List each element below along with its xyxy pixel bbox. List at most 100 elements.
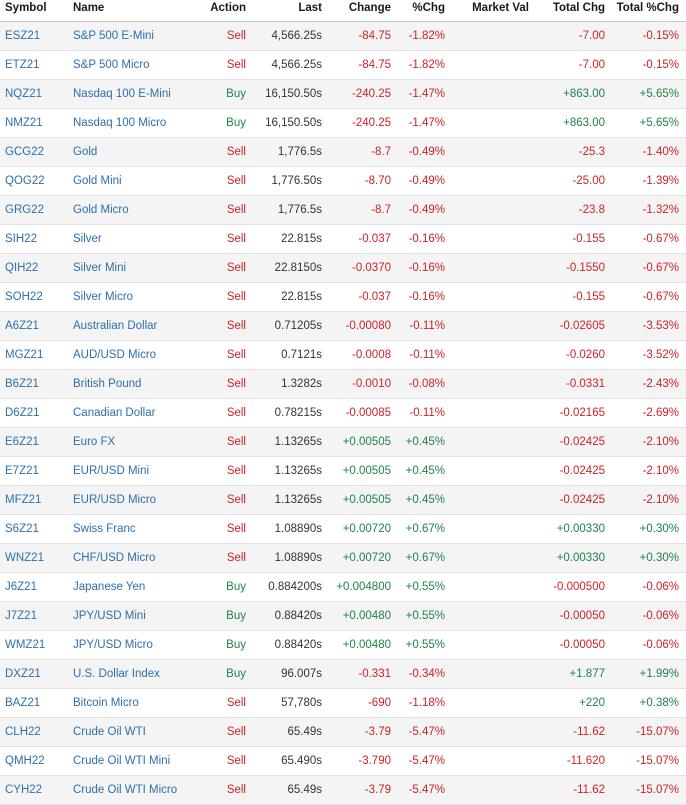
- column-header-total-pct-chg[interactable]: Total %Chg: [610, 0, 684, 22]
- cell-name[interactable]: Euro FX: [68, 427, 194, 457]
- table-row[interactable]: D6Z21 Canadian Dollar Sell 0.78215s -0.00085…: [0, 398, 686, 428]
- cell-symbol[interactable]: SIH22: [0, 224, 68, 254]
- table-row[interactable]: CYH22 Crude Oil WTI Micro Sell 65.49s -3.79-…: [0, 775, 686, 805]
- cell-symbol[interactable]: ESZ21: [0, 21, 68, 51]
- column-header-total-chg[interactable]: Total Chg: [534, 0, 610, 22]
- cell-symbol[interactable]: B6Z21: [0, 369, 68, 399]
- cell-symbol[interactable]: GCG22: [0, 137, 68, 167]
- cell-name[interactable]: Crude Oil WTI Micro: [68, 775, 194, 805]
- cell-symbol[interactable]: ETZ21: [0, 50, 68, 80]
- table-row[interactable]: J7Z21 JPY/USD Mini Buy 0.88420s +0.00480 +0.5…: [0, 601, 686, 631]
- cell-symbol[interactable]: A6Z21: [0, 311, 68, 341]
- column-header-market-val[interactable]: Market Val: [450, 0, 534, 22]
- cell-name[interactable]: British Pound: [68, 369, 194, 399]
- cell-market-val: [450, 369, 534, 399]
- table-row[interactable]: E7Z21 EUR/USD Mini Sell 1.13265s +0.00505 +0.…: [0, 456, 686, 486]
- cell-name[interactable]: Nasdaq 100 Micro: [68, 108, 194, 138]
- cell-name[interactable]: JPY/USD Mini: [68, 601, 194, 631]
- cell-name[interactable]: Crude Oil WTI: [68, 717, 194, 747]
- cell-symbol[interactable]: MGZ21: [0, 340, 68, 370]
- cell-symbol[interactable]: NQZ21: [0, 79, 68, 109]
- cell-name[interactable]: Swiss Franc: [68, 514, 194, 544]
- cell-name[interactable]: Japanese Yen: [68, 572, 194, 602]
- column-header-pct-chg[interactable]: %Chg: [396, 0, 450, 22]
- cell-symbol[interactable]: SOH22: [0, 282, 68, 312]
- cell-name[interactable]: S&P 500 Micro: [68, 50, 194, 80]
- cell-name[interactable]: Nasdaq 100 E-Mini: [68, 79, 194, 109]
- cell-name[interactable]: Crude Oil WTI Mini: [68, 746, 194, 776]
- table-row[interactable]: E6Z21 Euro FX Sell 1.13265s +0.00505 +0.45% -0…: [0, 427, 686, 457]
- table-row[interactable]: B6Z21 British Pound Sell 1.3282s -0.0010 -0.0…: [0, 369, 686, 399]
- table-row[interactable]: ESZ21 S&P 500 E-Mini Sell 4,566.25s -84.75 -1…: [0, 21, 686, 51]
- cell-last: 4,566.25s: [251, 50, 327, 80]
- cell-profit: -$631.25: [684, 427, 686, 457]
- cell-name[interactable]: CHF/USD Micro: [68, 543, 194, 573]
- table-row[interactable]: SOH22 Silver Micro Sell 22.815s -0.037 -0.16%…: [0, 282, 686, 312]
- cell-name[interactable]: EUR/USD Micro: [68, 485, 194, 515]
- table-row[interactable]: BAZ21 Bitcoin Micro Sell 57,780s -690 -1.18% +…: [0, 688, 686, 718]
- cell-symbol[interactable]: J7Z21: [0, 601, 68, 631]
- column-header-name[interactable]: Name: [68, 0, 194, 22]
- cell-total-pct-chg: -2.69%: [610, 398, 684, 428]
- cell-name[interactable]: AUD/USD Micro: [68, 340, 194, 370]
- table-row[interactable]: QMH22 Crude Oil WTI Mini Sell 65.490s -3.790…: [0, 746, 686, 776]
- cell-name[interactable]: Gold Mini: [68, 166, 194, 196]
- cell-symbol[interactable]: S6Z21: [0, 514, 68, 544]
- cell-symbol[interactable]: WNZ21: [0, 543, 68, 573]
- cell-pct-chg: -0.16%: [396, 282, 450, 312]
- cell-action: Sell: [194, 746, 251, 776]
- cell-symbol[interactable]: QMH22: [0, 746, 68, 776]
- cell-symbol[interactable]: NMZ21: [0, 108, 68, 138]
- table-row[interactable]: WMZ21 JPY/USD Micro Buy 0.88420s +0.00480 +0.…: [0, 630, 686, 660]
- table-row[interactable]: QIH22 Silver Mini Sell 22.8150s -0.0370 -0.16…: [0, 253, 686, 283]
- cell-total-chg: +0.00330: [534, 543, 610, 573]
- cell-name[interactable]: U.S. Dollar Index: [68, 659, 194, 689]
- table-row[interactable]: SIH22 Silver Sell 22.815s -0.037 -0.16% -0.155…: [0, 224, 686, 254]
- table-row[interactable]: GCG22 Gold Sell 1,776.5s -8.7 -0.49% -25.3 -1.4…: [0, 137, 686, 167]
- table-row[interactable]: MFZ21 EUR/USD Micro Sell 1.13265s +0.00505 +0…: [0, 485, 686, 515]
- table-row[interactable]: QOG22 Gold Mini Sell 1,776.50s -8.70 -0.49% -2…: [0, 166, 686, 196]
- cell-profit: $185.00: [684, 224, 686, 254]
- table-row[interactable]: NMZ21 Nasdaq 100 Micro Buy 16,150.50s -240.2…: [0, 108, 686, 138]
- cell-symbol[interactable]: MFZ21: [0, 485, 68, 515]
- cell-symbol[interactable]: BAZ21: [0, 688, 68, 718]
- table-row[interactable]: DXZ21 U.S. Dollar Index Buy 96.007s -0.331 -0…: [0, 659, 686, 689]
- cell-name[interactable]: Bitcoin Micro: [68, 688, 194, 718]
- table-row[interactable]: WNZ21 CHF/USD Micro Sell 1.08890s +0.00720 +0…: [0, 543, 686, 573]
- table-row[interactable]: CLH22 Crude Oil WTI Sell 65.49s -3.79 -5.47% -…: [0, 717, 686, 747]
- cell-symbol[interactable]: QIH22: [0, 253, 68, 283]
- column-header-profit[interactable]: Profit: [684, 0, 686, 22]
- cell-name[interactable]: S&P 500 E-Mini: [68, 21, 194, 51]
- table-row[interactable]: NQZ21 Nasdaq 100 E-Mini Buy 16,150.50s -240.…: [0, 79, 686, 109]
- table-row[interactable]: J6Z21 Japanese Yen Buy 0.884200s +0.004800 +0…: [0, 572, 686, 602]
- cell-symbol[interactable]: CLH22: [0, 717, 68, 747]
- cell-name[interactable]: Silver Mini: [68, 253, 194, 283]
- cell-name[interactable]: JPY/USD Micro: [68, 630, 194, 660]
- cell-name[interactable]: EUR/USD Mini: [68, 456, 194, 486]
- column-header-change[interactable]: Change: [327, 0, 396, 22]
- cell-name[interactable]: Gold: [68, 137, 194, 167]
- cell-name[interactable]: Silver: [68, 224, 194, 254]
- cell-name[interactable]: Australian Dollar: [68, 311, 194, 341]
- table-row[interactable]: ETZ21 S&P 500 Micro Sell 4,566.25s -84.75 -1.…: [0, 50, 686, 80]
- cell-name[interactable]: Silver Micro: [68, 282, 194, 312]
- cell-symbol[interactable]: E7Z21: [0, 456, 68, 486]
- cell-name[interactable]: Canadian Dollar: [68, 398, 194, 428]
- column-header-action[interactable]: Action: [194, 0, 251, 22]
- cell-name[interactable]: Gold Micro: [68, 195, 194, 225]
- cell-symbol[interactable]: J6Z21: [0, 572, 68, 602]
- table-row[interactable]: MGZ21 AUD/USD Micro Sell 0.7121s -0.0008 -0.1…: [0, 340, 686, 370]
- table-row[interactable]: GRG22 Gold Micro Sell 1,776.5s -8.7 -0.49% -23…: [0, 195, 686, 225]
- table-row[interactable]: A6Z21 Australian Dollar Sell 0.71205s -0.000…: [0, 311, 686, 341]
- column-header-last[interactable]: Last: [251, 0, 327, 22]
- cell-symbol[interactable]: CYH22: [0, 775, 68, 805]
- cell-symbol[interactable]: DXZ21: [0, 659, 68, 689]
- cell-symbol[interactable]: E6Z21: [0, 427, 68, 457]
- cell-profit: $62.50: [684, 369, 686, 399]
- cell-symbol[interactable]: WMZ21: [0, 630, 68, 660]
- table-row[interactable]: S6Z21 Swiss Franc Sell 1.08890s +0.00720 +0.6…: [0, 514, 686, 544]
- column-header-symbol[interactable]: Symbol: [0, 0, 68, 22]
- cell-symbol[interactable]: GRG22: [0, 195, 68, 225]
- cell-symbol[interactable]: QOG22: [0, 166, 68, 196]
- cell-symbol[interactable]: D6Z21: [0, 398, 68, 428]
